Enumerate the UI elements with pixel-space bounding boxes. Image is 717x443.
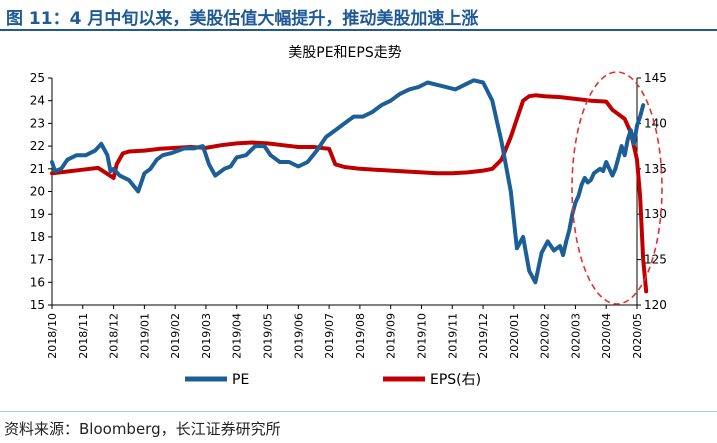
x-tick-label: 2019/10 xyxy=(415,313,428,359)
left-tick-label: 20 xyxy=(30,185,45,199)
right-tick-label: 125 xyxy=(644,253,667,267)
chart: 美股PE和EPS走势 15161718192021222324251201251… xyxy=(30,45,667,388)
chart-title: 美股PE和EPS走势 xyxy=(288,45,401,61)
right-tick-label: 140 xyxy=(644,116,667,130)
left-tick-label: 22 xyxy=(30,139,45,153)
left-tick-label: 24 xyxy=(30,94,45,108)
x-tick-label: 2020/05 xyxy=(631,313,644,359)
left-tick-label: 15 xyxy=(30,298,45,312)
x-tick-label: 2019/02 xyxy=(169,313,182,359)
axes: 15 16 17 18 19 20 21 22 23 24 25 120 125 130 135 140 145… xyxy=(30,71,667,359)
left-tick-label: 18 xyxy=(30,230,45,244)
source-note: 资料来源：Bloomberg，长江证券研究所 xyxy=(4,420,281,438)
right-tick-label: 135 xyxy=(644,162,667,176)
x-tick-label: 2019/07 xyxy=(323,313,336,359)
figure-title: 图 11：4 月中旬以来，美股估值大幅提升，推动美股加速上涨 xyxy=(6,9,479,29)
x-tick-label: 2019/09 xyxy=(385,313,398,359)
x-tick-label: 2019/03 xyxy=(200,313,213,359)
x-tick-label: 2019/11 xyxy=(446,313,459,359)
x-tick-label: 2020/02 xyxy=(539,313,552,359)
x-tick-label: 2018/10 xyxy=(46,313,59,359)
source-rule xyxy=(0,411,717,412)
x-tick-label: 2019/12 xyxy=(477,313,490,359)
right-tick-label: 145 xyxy=(644,71,667,85)
legend-label-pe: PE xyxy=(232,372,249,388)
x-tick-label: 2020/04 xyxy=(600,313,613,359)
right-tick-label: 130 xyxy=(644,207,667,221)
title-rule xyxy=(0,29,717,31)
series-line-pe xyxy=(50,78,646,285)
x-tick-label: 2020/01 xyxy=(508,313,521,359)
left-tick-label: 16 xyxy=(30,275,45,289)
x-tick-label: 2019/04 xyxy=(231,313,244,359)
series-line-eps xyxy=(50,93,649,294)
series-layer xyxy=(50,78,649,294)
x-tick-label: 2019/08 xyxy=(354,313,367,359)
x-tick-label: 2019/05 xyxy=(262,313,275,359)
left-tick-label: 21 xyxy=(30,162,45,176)
x-tick-label: 2018/12 xyxy=(108,313,121,359)
right-tick-label: 120 xyxy=(644,298,667,312)
x-tick-label: 2019/06 xyxy=(292,313,305,359)
left-tick-label: 19 xyxy=(30,207,45,221)
x-tick-label: 2020/03 xyxy=(569,313,582,359)
x-tick-label: 2019/01 xyxy=(138,313,151,359)
highlight-ellipse xyxy=(571,71,663,305)
left-tick-label: 17 xyxy=(30,253,45,267)
left-tick-label: 23 xyxy=(30,116,45,130)
legend: PE EPS(右) xyxy=(185,372,481,388)
legend-label-eps: EPS(右) xyxy=(430,372,481,388)
x-tick-label: 2018/11 xyxy=(77,313,90,359)
left-tick-label: 25 xyxy=(30,71,45,85)
